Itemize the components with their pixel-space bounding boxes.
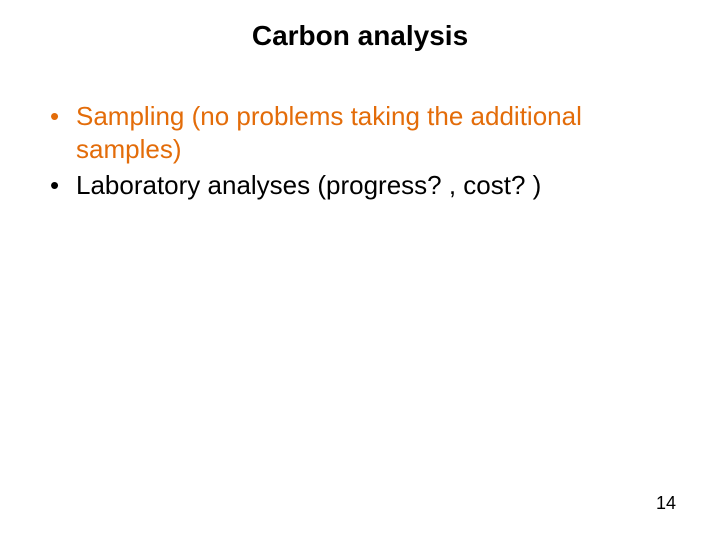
bullet-list: Sampling (no problems taking the additio… (48, 100, 660, 206)
bullet-text: Laboratory analyses (progress? , cost? ) (76, 170, 541, 200)
list-item: Sampling (no problems taking the additio… (48, 100, 660, 165)
bullet-text: Sampling (no problems taking the additio… (76, 101, 582, 164)
slide: Carbon analysis Sampling (no problems ta… (0, 0, 720, 540)
page-number: 14 (656, 493, 676, 514)
list-item: Laboratory analyses (progress? , cost? ) (48, 169, 660, 202)
slide-title: Carbon analysis (0, 20, 720, 52)
